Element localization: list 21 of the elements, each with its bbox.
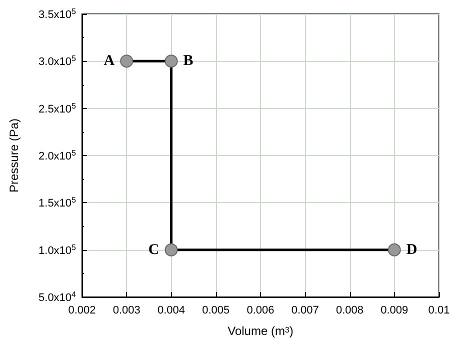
annotation: B [183,53,194,70]
y-axis-title: Pressure (Pa) [7,118,21,193]
annotation: A [104,53,115,70]
y-tick-label: 5.0x10$^{4}$ [38,290,77,304]
x-tick-label: 0.008 [336,304,364,316]
x-tick-label: 0.006 [246,304,274,316]
x-tick-label: 0.005 [202,304,230,316]
y-tick-label: 1.0x10$^{5}$ [38,242,77,257]
x-tick-label: 0.002 [68,304,96,316]
y-tick-label: 1.5x10$^{5}$ [38,195,77,210]
x-tick-label: 0.004 [157,304,186,316]
x-tick-label: 0.01 [428,304,450,316]
y-tick-label: 3.0x10$^{5}$ [38,54,77,68]
x-tick-label: 0.003 [112,304,140,316]
annotation: C [148,242,160,258]
y-tick-label: 2.5x10$^{5}$ [38,100,77,116]
y-tick-label: 3.5x10$^{5}$ [38,6,77,21]
y-tick-label: 2.0x10$^{5}$ [38,148,77,162]
x-tick-label: 0.009 [380,304,408,316]
annotation: D [406,242,418,258]
x-tick-label: 0.007 [291,304,319,316]
